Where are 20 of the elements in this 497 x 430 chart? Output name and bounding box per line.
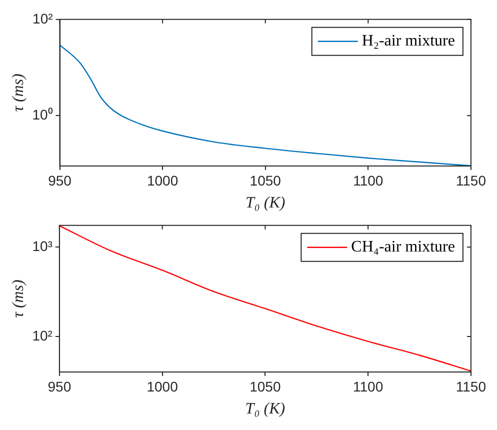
x-tick-label: 1150	[456, 378, 486, 394]
x-tick-label: 1100	[353, 172, 384, 188]
x-tick-label: 1100	[353, 378, 384, 394]
x-tick-label: 950	[48, 172, 72, 188]
legend-label: CH₄-air mixture	[351, 238, 455, 256]
y-tick-label: 10⁰	[32, 106, 53, 123]
x-tick-label: 1050	[250, 378, 281, 394]
x-tick-label: 1050	[250, 172, 282, 188]
y-axis-title: τ (ms)	[10, 74, 27, 112]
y-axis-title: τ (ms)	[10, 280, 27, 318]
x-tick-label: 1000	[146, 378, 178, 394]
x-axis-title: T₀ (K)	[245, 194, 286, 212]
y-tick-label: 10²	[32, 10, 54, 26]
x-tick-label: 1000	[146, 172, 178, 188]
y-tick-label: 10²	[32, 327, 53, 344]
legend-label: H₂-air mixture	[362, 32, 455, 50]
y-tick-label: 10³	[32, 238, 53, 254]
x-tick-label: 950	[48, 378, 72, 394]
x-tick-label: 1150	[456, 172, 486, 188]
x-axis-title: T₀ (K)	[245, 400, 286, 418]
